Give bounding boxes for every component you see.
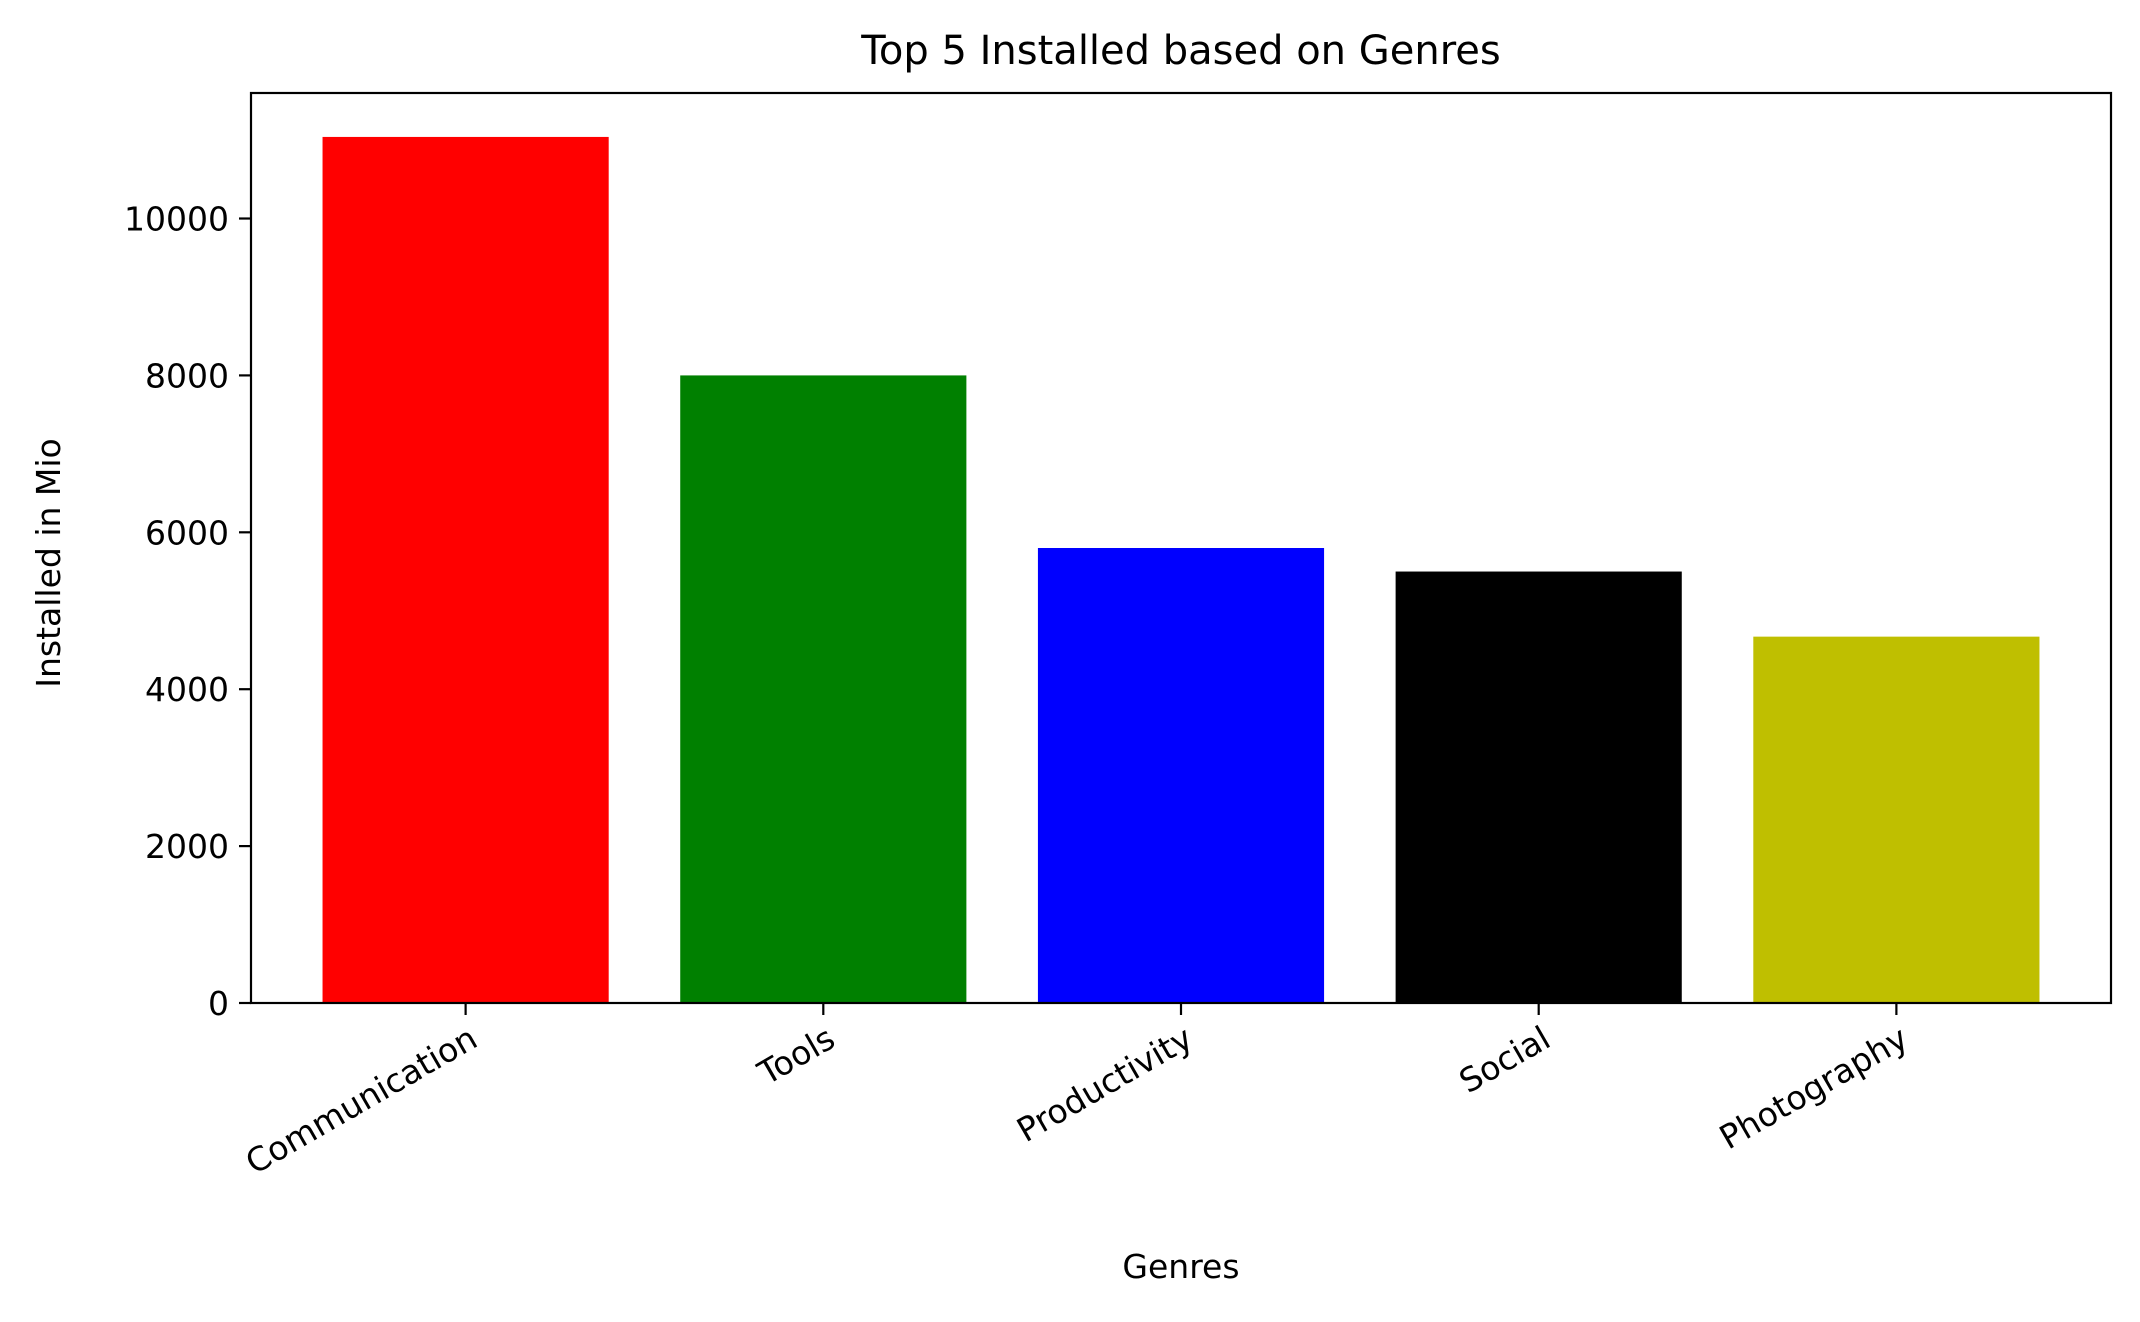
y-axis-label: Installed in Mio <box>29 438 68 687</box>
bar-tools <box>680 375 967 1003</box>
y-axis-ticks: 0 2000 4000 6000 8000 10000 <box>124 200 251 1023</box>
x-axis-label: Genres <box>1122 1247 1239 1286</box>
plot-frame <box>249 91 2113 1005</box>
bar-photography <box>1753 636 2040 1003</box>
y-tick-label: 6000 <box>145 513 229 552</box>
y-tick-label: 8000 <box>145 356 229 395</box>
bar-communication <box>322 136 609 1003</box>
y-tick-label: 2000 <box>145 827 229 866</box>
bar-social <box>1395 571 1682 1003</box>
chart-title: Top 5 Installed based on Genres <box>860 28 1500 74</box>
bars-group <box>322 136 2040 1003</box>
y-tick-label: 0 <box>208 984 229 1023</box>
bar-productivity <box>1037 548 1325 1003</box>
y-tick-label: 4000 <box>145 670 229 709</box>
y-tick-label: 10000 <box>124 200 229 239</box>
